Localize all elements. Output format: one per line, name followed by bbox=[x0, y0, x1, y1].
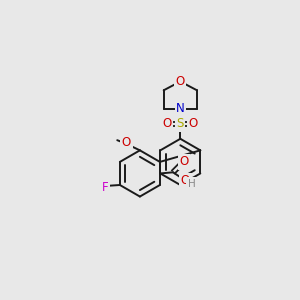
Text: F: F bbox=[102, 181, 109, 194]
Text: O: O bbox=[179, 155, 189, 168]
Text: O: O bbox=[163, 117, 172, 130]
Text: S: S bbox=[177, 117, 184, 130]
Text: O: O bbox=[122, 136, 131, 149]
Text: H: H bbox=[188, 179, 195, 189]
Text: O: O bbox=[181, 174, 190, 187]
Text: methyl: methyl bbox=[98, 133, 122, 139]
Text: N: N bbox=[176, 102, 185, 115]
Text: O: O bbox=[189, 117, 198, 130]
Text: O: O bbox=[176, 75, 185, 88]
